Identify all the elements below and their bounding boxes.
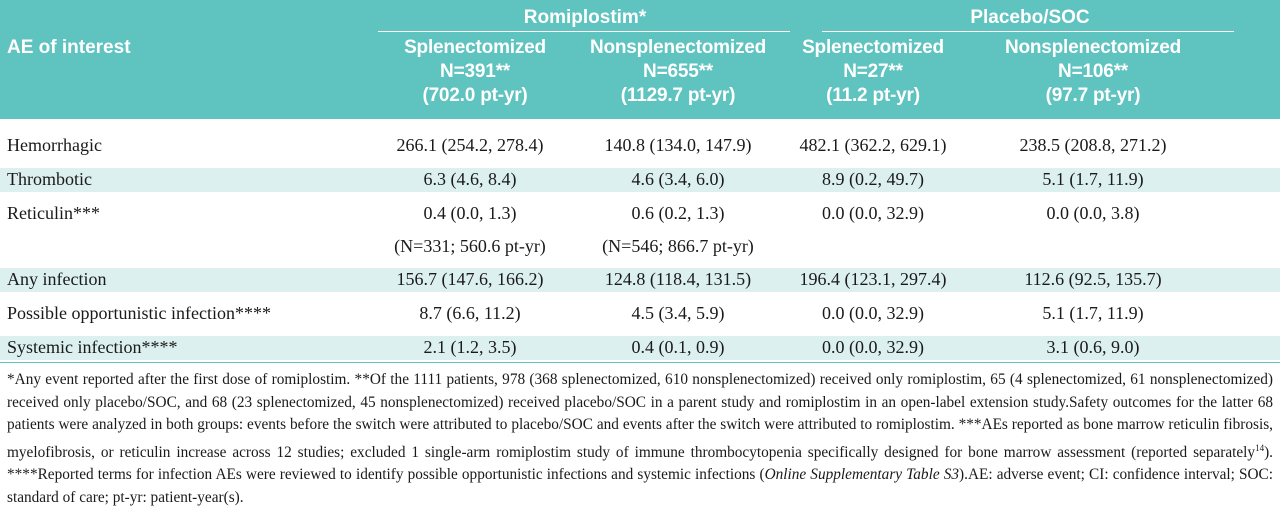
- table-row: Any infection 156.7 (147.6, 166.2) 124.8…: [0, 268, 1280, 292]
- row-label: Reticulin***: [7, 203, 100, 223]
- table-cell: 0.0 (0.0, 32.9): [822, 337, 924, 357]
- table-row: Reticulin*** 0.4 (0.0, 1.3) 0.6 (0.2, 1.…: [0, 202, 1280, 226]
- row-label: Thrombotic: [7, 169, 92, 189]
- table-footnote: *Any event reported after the first dose…: [7, 369, 1273, 510]
- row-label: Any infection: [7, 269, 107, 289]
- table-cell: 0.4 (0.1, 0.9): [631, 337, 725, 357]
- table-cell: 8.7 (6.6, 11.2): [419, 303, 521, 323]
- column-n: N=106**: [1058, 61, 1128, 82]
- table-cell: 4.5 (3.4, 5.9): [631, 303, 725, 323]
- row-label: Possible opportunistic infection****: [7, 303, 271, 323]
- column-pt: (702.0 pt-yr): [422, 85, 528, 106]
- column-pt: (1129.7 pt-yr): [620, 85, 736, 106]
- footnote-text-2: ). ****Reported terms for infection AEs …: [7, 443, 1273, 484]
- column-name: Splenectomized: [802, 37, 944, 58]
- table-cell: 6.3 (4.6, 8.4): [423, 169, 517, 189]
- table-row: Thrombotic 6.3 (4.6, 8.4) 4.6 (3.4, 6.0)…: [0, 168, 1280, 192]
- column-n: N=391**: [440, 61, 510, 82]
- column-header-1: Splenectomized N=391** (702.0 pt-yr): [360, 36, 590, 108]
- table-cell: 5.1 (1.7, 11.9): [1042, 303, 1144, 323]
- row-label: Systemic infection****: [7, 337, 178, 357]
- table-row: Hemorrhagic 266.1 (254.2, 278.4) 140.8 (…: [0, 134, 1280, 158]
- column-pt: (97.7 pt-yr): [1045, 85, 1141, 106]
- table-cell: 0.6 (0.2, 1.3): [631, 203, 725, 223]
- table-cell-sub: (N=546; 866.7 pt-yr): [602, 236, 754, 256]
- column-header-4: Nonsplenectomized N=106** (97.7 pt-yr): [978, 36, 1208, 108]
- table-cell: 5.1 (1.7, 11.9): [1042, 169, 1144, 189]
- column-n: N=655**: [643, 61, 713, 82]
- ae-of-interest-header: AE of interest: [7, 37, 131, 58]
- column-name: Splenectomized: [404, 37, 546, 58]
- table-header: Romiplostim* Placebo/SOC AE of interest …: [0, 0, 1280, 119]
- footnote-text-3: ).AE: adverse event; CI: confidence inte…: [7, 466, 1274, 507]
- table-cell: 140.8 (134.0, 147.9): [604, 135, 752, 155]
- table-cell: 4.6 (3.4, 6.0): [631, 169, 725, 189]
- group-title-placebo: Placebo/SOC: [970, 7, 1090, 28]
- table-row: Possible opportunistic infection**** 8.7…: [0, 302, 1280, 326]
- table-cell: 124.8 (118.4, 131.5): [604, 269, 752, 289]
- row-label: Hemorrhagic: [7, 135, 102, 155]
- table-cell: 0.4 (0.0, 1.3): [423, 203, 517, 223]
- table-cell: 0.0 (0.0, 32.9): [822, 303, 924, 323]
- column-header-2: Nonsplenectomized N=655** (1129.7 pt-yr): [563, 36, 793, 108]
- footnote-supplementary-table: Online Supplementary Table S3: [764, 466, 960, 484]
- column-header-3: Splenectomized N=27** (11.2 pt-yr): [758, 36, 988, 108]
- table-cell: 3.1 (0.6, 9.0): [1046, 337, 1140, 357]
- table-cell: 196.4 (123.1, 297.4): [799, 269, 947, 289]
- table-bottom-rule: [0, 362, 1280, 363]
- table-cell: 8.9 (0.2, 49.7): [822, 169, 924, 189]
- table-cell: 238.5 (208.8, 271.2): [1019, 135, 1167, 155]
- column-name: Nonsplenectomized: [589, 37, 767, 58]
- column-name: Nonsplenectomized: [1004, 37, 1182, 58]
- table-cell: 266.1 (254.2, 278.4): [396, 135, 544, 155]
- table-cell: 2.1 (1.2, 3.5): [423, 337, 517, 357]
- footnote-reference: 14: [1255, 442, 1265, 453]
- table-cell: 0.0 (0.0, 32.9): [822, 203, 924, 223]
- table-cell: 156.7 (147.6, 166.2): [396, 269, 544, 289]
- group-rule-placebo: [822, 31, 1234, 32]
- column-pt: (11.2 pt-yr): [826, 85, 920, 106]
- table-cell: 482.1 (362.2, 629.1): [799, 135, 947, 155]
- footnote-text-1: *Any event reported after the first dose…: [7, 371, 1273, 461]
- table-row: Systemic infection**** 2.1 (1.2, 3.5) 0.…: [0, 336, 1280, 360]
- group-rule-romiplostim: [378, 31, 790, 32]
- table-cell: 112.6 (92.5, 135.7): [1024, 269, 1162, 289]
- group-title-romiplostim: Romiplostim*: [523, 7, 647, 28]
- column-n: N=27**: [843, 61, 903, 82]
- table-cell: 0.0 (0.0, 3.8): [1046, 203, 1140, 223]
- table-row-sub: (N=331; 560.6 pt-yr) (N=546; 866.7 pt-yr…: [0, 235, 1280, 259]
- table-cell-sub: (N=331; 560.6 pt-yr): [394, 236, 546, 256]
